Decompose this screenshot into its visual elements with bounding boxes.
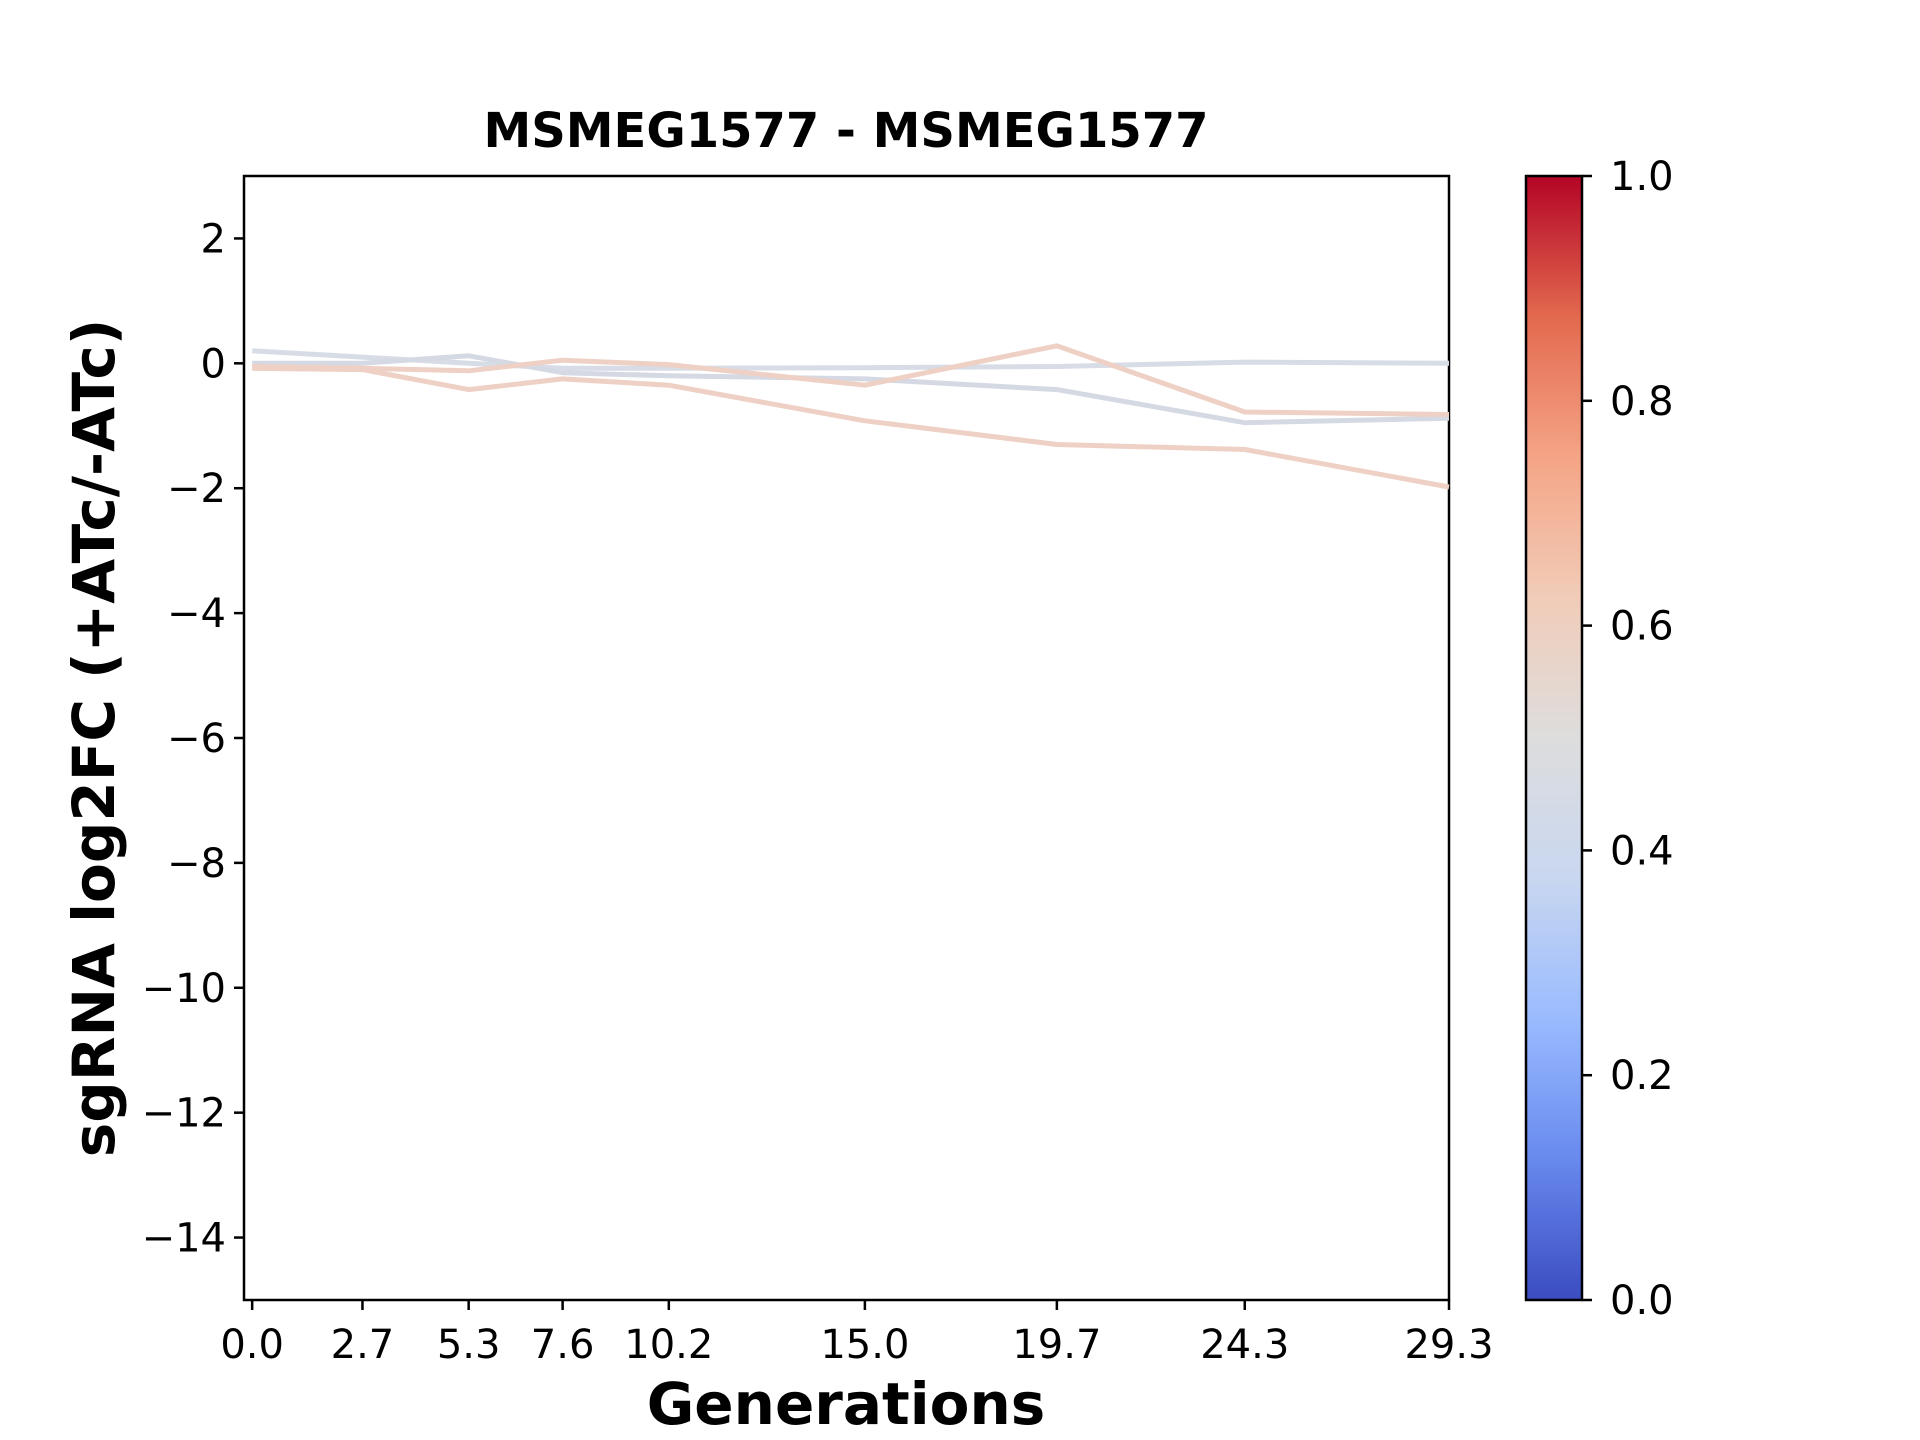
colorbar-tick-label: 0.8 <box>1610 379 1674 425</box>
x-tick-label: 2.7 <box>331 1322 395 1368</box>
series-line-3 <box>252 343 1450 417</box>
y-axis-label: sgRNA log2FC (+ATc/-ATc) <box>60 319 128 1157</box>
colorbar-ticks: 0.0 0.2 0.4 0.6 0.8 1.0 <box>1582 154 1674 1324</box>
colorbar-gradient <box>1524 174 1584 1302</box>
x-axis-ticks: 0.0 2.7 5.3 7.6 10.2 15.0 19.7 24.3 29.3 <box>220 1300 1494 1368</box>
y-tick-label: −6 <box>167 716 226 762</box>
colorbar-tick-label: 0.4 <box>1610 828 1674 874</box>
colorbar-tick-label: 0.6 <box>1610 604 1674 650</box>
y-tick-label: 2 <box>201 216 226 262</box>
x-tick-label: 19.7 <box>1012 1322 1101 1368</box>
x-tick-label: 15.0 <box>820 1322 909 1368</box>
x-tick-label: 0.0 <box>220 1322 284 1368</box>
x-tick-label: 29.3 <box>1404 1322 1493 1368</box>
colorbar-tick-label: 0.2 <box>1610 1053 1674 1099</box>
y-tick-label: −10 <box>142 966 226 1012</box>
y-tick-label: −4 <box>167 591 226 637</box>
colorbar-tick-label: 0.0 <box>1610 1278 1674 1324</box>
y-tick-label: −8 <box>167 841 226 887</box>
y-tick-label: 0 <box>201 341 226 387</box>
y-tick-label: −14 <box>142 1216 226 1262</box>
chart-title: MSMEG1577 - MSMEG1577 <box>483 103 1208 159</box>
x-axis-label: Generations <box>647 1370 1046 1438</box>
colorbar: 0.0 0.2 0.4 0.6 0.8 1.0 <box>1524 154 1674 1324</box>
series-layer <box>252 343 1450 490</box>
y-tick-label: −2 <box>167 466 226 512</box>
x-tick-label: 10.2 <box>624 1322 713 1368</box>
y-axis-ticks: 2 0 −2 −4 −6 −8 −10 −12 −14 <box>142 216 244 1262</box>
series-line-2 <box>252 353 1450 426</box>
colorbar-tick-label: 1.0 <box>1610 154 1674 200</box>
x-tick-label: 24.3 <box>1200 1322 1289 1368</box>
series-line-4 <box>252 365 1450 490</box>
plot-frame <box>242 174 1451 1302</box>
y-tick-label: −12 <box>142 1091 226 1137</box>
x-tick-label: 5.3 <box>437 1322 501 1368</box>
plot-area: 0.0 2.7 5.3 7.6 10.2 15.0 19.7 24.3 29.3 2 0 −2 −4 −… <box>142 174 1494 1368</box>
x-tick-label: 7.6 <box>531 1322 595 1368</box>
